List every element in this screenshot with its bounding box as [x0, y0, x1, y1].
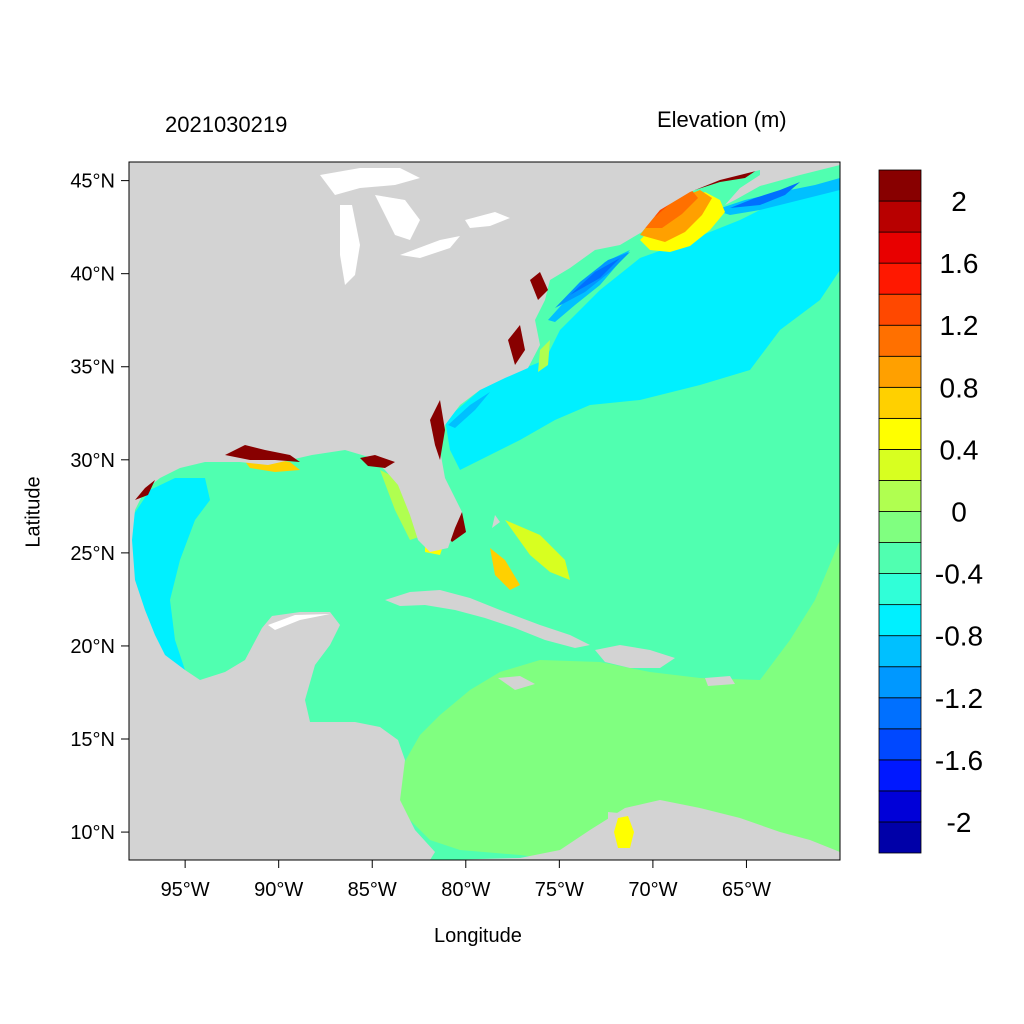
y-axis-ticks: 10°N 15°N 20°N 25°N 30°N 35°N 40°N 45°N: [70, 171, 129, 844]
lake-yucatan-shore: [268, 614, 330, 630]
west-gulf-cyan: [130, 478, 210, 670]
coastal-surge-speckle: [135, 272, 548, 500]
colorbar-tick-label: 1.6: [940, 248, 979, 279]
colorbar-swatch: [878, 262, 922, 295]
x-tick-label: 75°W: [535, 879, 584, 901]
colorbar-swatch: [878, 759, 922, 792]
land-bahamas-small: [492, 515, 500, 528]
bahamas-bank-2: [505, 520, 570, 580]
colorbar-tick-label: 1.2: [940, 310, 979, 341]
colorbar-swatch: [878, 169, 922, 202]
florida-east-coast-surge: [538, 340, 550, 372]
land-cuba: [385, 590, 590, 648]
great-lakes: [268, 168, 510, 630]
colorbar-swatch: [878, 635, 922, 668]
x-axis-label: Longitude: [434, 925, 522, 947]
colorbar-tick-label: -1.2: [935, 683, 983, 714]
atlantic-cyan: [445, 185, 840, 470]
colorbar-swatch: [878, 293, 922, 326]
x-tick-label: 70°W: [628, 879, 677, 901]
bahamas-bank: [490, 548, 520, 590]
lake-huron: [375, 195, 420, 240]
land-north-america: [129, 162, 760, 860]
colorbar-swatch: [878, 666, 922, 699]
land-jamaica: [498, 676, 535, 690]
mid-atlantic-blue-3: [570, 258, 620, 295]
colorbar-swatch: [878, 200, 922, 233]
colorbar-swatch: [878, 417, 922, 450]
colorbar-swatch: [878, 449, 922, 481]
colorbar-swatch: [878, 480, 922, 512]
sab-blue: [448, 392, 490, 428]
colorbar-swatch: [878, 790, 922, 823]
colorbar-swatch: [878, 728, 922, 761]
colorbar: -2 -1.6 -1.2 -0.8 -0.4 0 0.4 0.8 1.2 1.6 2: [878, 169, 983, 854]
plot-frame: [128, 161, 841, 861]
colorbar-swatch: [878, 386, 922, 419]
lake-superior: [320, 168, 420, 195]
x-axis-ticks: 95°W 90°W 85°W 80°W 75°W 70°W 65°W: [161, 860, 771, 901]
colorbar-swatch: [878, 231, 922, 264]
colorbar-swatch: [878, 542, 922, 574]
colorbar-swatch: [878, 511, 922, 543]
date-label: 2021030219: [165, 112, 288, 137]
colorbar-tick-label: 0.8: [940, 372, 979, 403]
colorbar-tick-label: 2: [951, 186, 967, 217]
colorbar-tick-label: -0.8: [935, 621, 983, 652]
colorbar-swatch: [878, 604, 922, 637]
y-tick-label: 30°N: [70, 450, 115, 472]
lake-maracaibo: [614, 816, 634, 848]
land-puerto-rico: [705, 676, 735, 686]
land-nova-scotia: [725, 162, 840, 205]
map-plot-area: [129, 162, 840, 860]
y-tick-label: 25°N: [70, 543, 115, 565]
y-tick-label: 20°N: [70, 636, 115, 658]
colorbar-tick-label: 0: [951, 497, 967, 528]
colorbar-swatch: [878, 324, 922, 357]
colorbar-tick-label: -0.4: [935, 559, 983, 590]
x-tick-label: 80°W: [441, 879, 490, 901]
nova-scotia-blue: [730, 182, 800, 208]
surge-orange-2: [640, 188, 698, 228]
x-tick-label: 65°W: [722, 879, 771, 901]
y-tick-label: 15°N: [70, 729, 115, 751]
units-label: Elevation (m): [657, 107, 787, 132]
lake-erie: [400, 236, 460, 258]
lake-michigan: [340, 205, 360, 285]
lake-ontario: [465, 212, 510, 228]
y-tick-label: 35°N: [70, 357, 115, 379]
caribbean-sea: [400, 660, 840, 860]
colorbar-tick-label: -2: [947, 807, 972, 838]
x-tick-label: 90°W: [254, 879, 303, 901]
y-tick-label: 45°N: [70, 171, 115, 193]
colorbar-swatch: [878, 355, 922, 388]
colorbar-swatch: [878, 573, 922, 606]
colorbar-swatch: [878, 821, 922, 854]
y-tick-label: 40°N: [70, 264, 115, 286]
x-tick-label: 85°W: [348, 879, 397, 901]
colorbar-swatch: [878, 697, 922, 730]
colorbar-tick-label: 0.4: [940, 434, 979, 465]
colorbar-tick-label: -1.6: [935, 745, 983, 776]
land-hispaniola: [595, 645, 675, 668]
y-tick-label: 10°N: [70, 822, 115, 844]
x-tick-label: 95°W: [161, 879, 210, 901]
